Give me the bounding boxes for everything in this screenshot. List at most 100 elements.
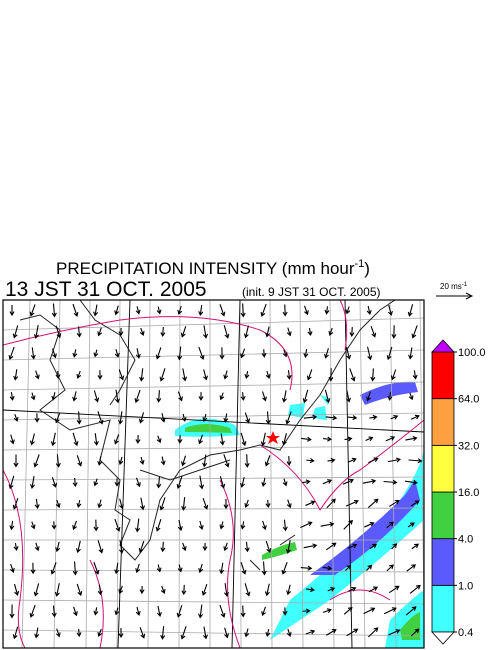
wind-arrow xyxy=(30,476,35,489)
wind-arrow xyxy=(176,475,183,489)
wind-arrow xyxy=(303,349,309,358)
wind-arrow xyxy=(135,518,141,533)
wind-arrow xyxy=(51,605,57,618)
wind-arrow xyxy=(135,477,141,488)
wind-arrow xyxy=(265,628,271,637)
wind-arrow xyxy=(180,326,187,338)
wind-arrow xyxy=(342,478,355,485)
wind-arrow xyxy=(76,326,82,338)
wind-arrow xyxy=(139,627,146,639)
wind-arrow xyxy=(72,606,78,617)
wind-arrow xyxy=(8,346,15,361)
reference-vector-label: 20 ms-1 xyxy=(440,282,468,291)
reference-arrow xyxy=(436,292,474,300)
wind-arrow xyxy=(156,476,162,489)
wind-arrow xyxy=(410,414,420,420)
wind-arrow xyxy=(405,606,417,616)
wind-arrow xyxy=(156,306,162,315)
wind-arrow xyxy=(343,606,353,615)
wind-arrow xyxy=(135,435,141,445)
wind-arrow xyxy=(51,392,57,401)
wind-arrow xyxy=(300,521,313,529)
wind-arrow xyxy=(244,541,250,553)
wind-arrow xyxy=(118,369,125,381)
wind-arrow xyxy=(13,542,19,552)
wind-arrow xyxy=(202,498,209,510)
wind-arrow xyxy=(348,457,357,463)
wind-arrow xyxy=(303,543,318,549)
wind-arrow xyxy=(265,370,271,379)
wind-arrow xyxy=(261,520,267,531)
wind-arrow xyxy=(155,519,162,532)
wind-arrow xyxy=(411,543,420,550)
wind-arrow xyxy=(72,432,79,447)
wind-arrow xyxy=(327,457,336,463)
wind-arrow xyxy=(322,565,333,571)
wind-arrow xyxy=(325,629,337,636)
wind-arrow xyxy=(8,475,15,490)
wind-arrow xyxy=(325,415,338,421)
wind-arrow xyxy=(115,389,121,404)
wind-arrow xyxy=(72,477,78,488)
wind-arrow xyxy=(300,565,313,571)
wind-arrow xyxy=(177,519,183,532)
wind-arrow xyxy=(383,607,397,615)
wind-arrow xyxy=(135,606,141,616)
wind-arrow xyxy=(30,392,36,401)
wind-arrow xyxy=(343,519,353,530)
wind-arrow xyxy=(34,413,40,423)
colorbar-over xyxy=(431,339,455,353)
title-text: PRECIPITATION INTENSITY (mm hour xyxy=(56,259,355,278)
colorbar-label: 64.0 xyxy=(458,394,479,406)
wind-arrow xyxy=(114,607,120,616)
wind-arrow xyxy=(390,415,399,420)
wind-arrow xyxy=(219,604,226,618)
wind-arrow xyxy=(160,585,166,595)
wind-arrow xyxy=(223,542,229,552)
wind-arrow xyxy=(156,605,162,618)
wind-arrow xyxy=(33,583,40,597)
wind-arrow xyxy=(155,347,162,360)
colorbar-label: 4.0 xyxy=(458,534,473,546)
wind-arrow xyxy=(93,478,99,487)
wind-arrow xyxy=(303,305,309,316)
wind-arrow xyxy=(219,392,225,401)
wind-arrow xyxy=(411,325,418,339)
wind-arrow xyxy=(264,455,271,467)
wind-arrow xyxy=(306,369,313,381)
wind-arrow xyxy=(240,432,247,447)
wind-arrow xyxy=(199,475,205,490)
wind-arrow xyxy=(244,499,250,509)
wind-arrow xyxy=(118,628,124,639)
wind-arrow xyxy=(203,369,208,381)
precipitation xyxy=(175,381,424,648)
wind-arrow xyxy=(240,392,246,401)
wind-arrow xyxy=(114,478,120,487)
wind-arrow xyxy=(305,500,316,506)
wind-arrow xyxy=(118,456,124,466)
wind-arrow xyxy=(223,370,229,380)
colorbar-segment xyxy=(431,444,455,493)
wind-arrow xyxy=(30,521,36,530)
wind-arrow xyxy=(97,327,103,337)
wind-arrow xyxy=(240,562,247,575)
wind-arrow xyxy=(202,626,208,640)
wind-arrow xyxy=(369,414,378,420)
wind-arrow xyxy=(348,586,357,592)
wind-arrow xyxy=(301,436,312,442)
wind-arrow xyxy=(223,583,229,597)
wind-arrow xyxy=(240,605,246,618)
wind-arrow xyxy=(282,607,288,616)
wind-arrow xyxy=(405,479,418,485)
wind-arrow xyxy=(93,390,100,403)
wind-arrow xyxy=(198,346,205,360)
wind-arrow xyxy=(139,327,145,336)
wind-arrow xyxy=(76,628,82,638)
wind-arrow xyxy=(76,411,82,425)
wind-arrow xyxy=(286,628,292,638)
wind-arrow xyxy=(219,521,225,530)
wind-arrow xyxy=(202,454,208,468)
wind-arrow xyxy=(54,583,60,597)
wind-arrow xyxy=(55,454,61,468)
wind-arrow xyxy=(386,521,394,529)
